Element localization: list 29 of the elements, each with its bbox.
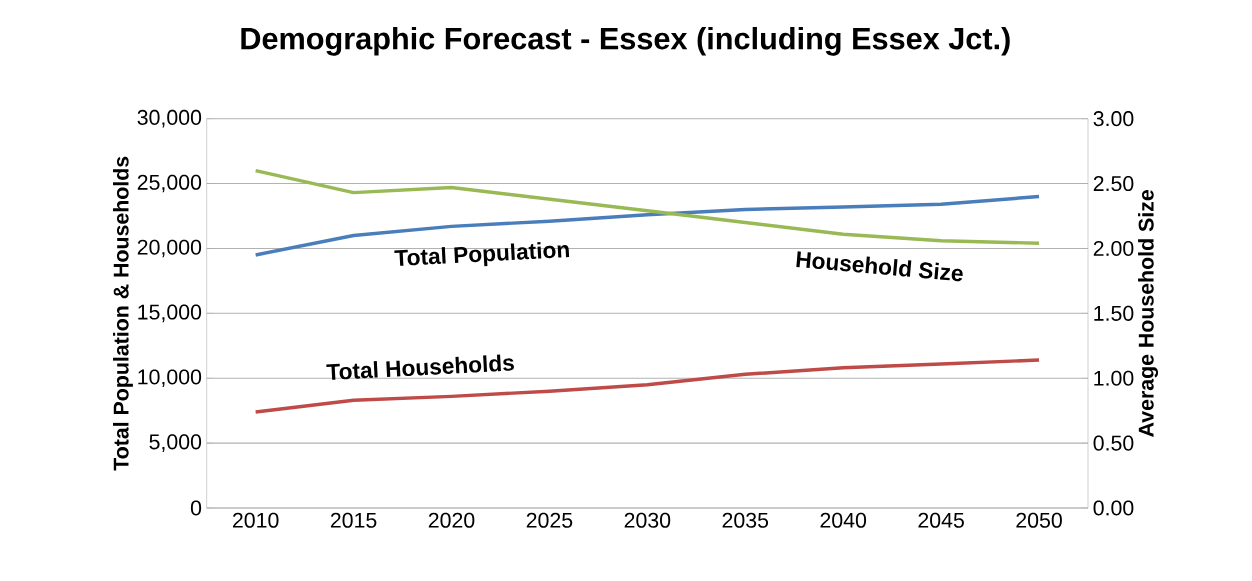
x-tick-label: 2010	[232, 512, 279, 528]
y2-tick-label: 0.00	[1093, 500, 1134, 516]
x-tick-label: 2035	[722, 512, 769, 528]
x-tick-label: 2020	[428, 512, 475, 528]
y-tick-label: 5,000	[149, 434, 202, 452]
x-tick-label: 2040	[820, 512, 867, 528]
series-label: Household Size	[796, 251, 963, 282]
y-tick-label: 20,000	[137, 239, 202, 258]
x-tick-label: 2030	[624, 512, 671, 528]
y2-tick-label: 1.50	[1094, 305, 1134, 321]
y2-axis-title: Average Household Size	[1138, 189, 1159, 437]
chart-title: Demographic Forecast - Essex (including Essex Jct.)	[241, 26, 1010, 56]
y-tick-label: 10,000	[138, 369, 202, 387]
y2-tick-label: 2.00	[1093, 240, 1134, 256]
x-tick-label: 2015	[330, 512, 377, 528]
y-tick-label: 0	[190, 500, 202, 516]
y-tick-label: 30,000	[137, 109, 202, 128]
y-tick-label: 25,000	[137, 174, 202, 193]
x-tick-label: 2025	[526, 512, 573, 528]
x-tick-label: 2045	[918, 512, 964, 528]
y2-tick-label: 2.50	[1093, 175, 1134, 191]
y2-tick-label: 1.00	[1094, 370, 1134, 386]
y-axis-title: Total Population & Households	[113, 156, 133, 471]
x-tick-label: 2050	[1016, 512, 1062, 528]
series-label: Total Population	[394, 241, 570, 266]
series-label: Total Households	[326, 354, 514, 380]
y2-tick-label: 3.00	[1093, 110, 1134, 127]
y2-tick-label: 0.50	[1093, 435, 1134, 451]
y-tick-label: 15,000	[138, 304, 202, 322]
